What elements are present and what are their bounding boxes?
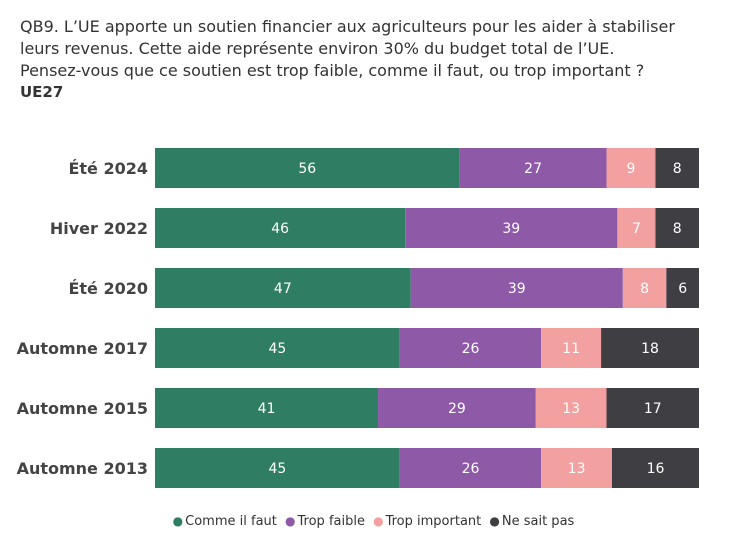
legend-dot-icon: ● <box>285 514 296 528</box>
legend-item-ne-sait-pas: ● Ne sait pas <box>489 514 574 529</box>
data-label: 56 <box>298 161 316 177</box>
bar-segment <box>155 328 400 368</box>
bar-segment <box>601 328 699 368</box>
data-label: 13 <box>562 401 580 417</box>
question-line-1: QB9. L’UE apporte un soutien financier a… <box>20 17 675 36</box>
bar-segment <box>399 328 542 368</box>
bar-segment <box>606 148 656 188</box>
bar-segment <box>405 208 618 248</box>
category-label: Été 2020 <box>68 279 148 298</box>
data-label: 47 <box>274 281 292 297</box>
legend-label: Ne sait pas <box>501 514 575 529</box>
data-label: 16 <box>647 461 665 477</box>
data-label: 27 <box>524 161 542 177</box>
bar-segment <box>155 268 411 308</box>
data-label: 13 <box>568 461 586 477</box>
bar-segment <box>541 448 612 488</box>
bar-segment <box>606 388 699 428</box>
legend-label: Trop important <box>385 514 482 529</box>
data-label: 8 <box>640 281 649 297</box>
legend-dot-icon: ● <box>489 514 500 528</box>
bar-segment <box>459 148 607 188</box>
legend-item-trop-important: ● Trop important <box>373 514 481 529</box>
data-label: 8 <box>673 161 682 177</box>
bar-segment <box>541 328 602 368</box>
bar-segment <box>155 448 400 488</box>
legend-label: Trop faible <box>297 514 365 529</box>
bar-segment <box>155 388 379 428</box>
data-label: 26 <box>462 341 480 357</box>
category-label: Été 2024 <box>68 159 148 178</box>
question-line-3: Pensez-vous que ce soutien est trop faib… <box>20 61 645 80</box>
bar-segment <box>622 268 667 308</box>
data-label: 18 <box>641 341 659 357</box>
bar-segment <box>611 448 699 488</box>
question-line-2: leurs revenus. Cette aide représente env… <box>20 39 615 58</box>
data-label: 26 <box>462 461 480 477</box>
data-label: 9 <box>627 161 636 177</box>
category-label: Automne 2017 <box>17 339 148 358</box>
data-label: 46 <box>271 221 289 237</box>
bar-segment <box>155 148 460 188</box>
bar-segment <box>378 388 536 428</box>
data-label: 45 <box>268 461 286 477</box>
bar-segment <box>617 208 656 248</box>
data-label: 6 <box>678 281 687 297</box>
chart-question: QB9. L’UE apporte un soutien financier a… <box>20 16 735 103</box>
category-label: Automne 2015 <box>17 399 148 418</box>
bar-segment <box>666 268 699 308</box>
legend-label: Comme il faut <box>185 514 277 529</box>
legend-dot-icon: ● <box>172 514 184 528</box>
bar-segment <box>655 208 699 248</box>
data-label: 29 <box>448 401 466 417</box>
category-label: Hiver 2022 <box>50 219 148 238</box>
chart-legend: ● Comme il faut ● Trop faible ● Trop import… <box>0 514 747 529</box>
data-label: 7 <box>632 221 641 237</box>
legend-dot-icon: ● <box>373 514 384 528</box>
data-label: 45 <box>268 341 286 357</box>
data-label: 17 <box>644 401 662 417</box>
data-label: 39 <box>508 281 526 297</box>
category-label: Automne 2013 <box>17 459 148 478</box>
data-label: 8 <box>673 221 682 237</box>
bar-segment <box>655 148 699 188</box>
question-scope: UE27 <box>20 83 64 101</box>
bar-segment <box>399 448 542 488</box>
data-label: 39 <box>502 221 520 237</box>
bar-segment <box>535 388 607 428</box>
bar-segment <box>410 268 623 308</box>
data-label: 11 <box>562 341 580 357</box>
bar-segment <box>155 208 406 248</box>
legend-item-comme-il-faut: ● Comme il faut <box>173 514 277 529</box>
legend-item-trop-faible: ● Trop faible <box>285 514 365 529</box>
data-label: 41 <box>258 401 276 417</box>
